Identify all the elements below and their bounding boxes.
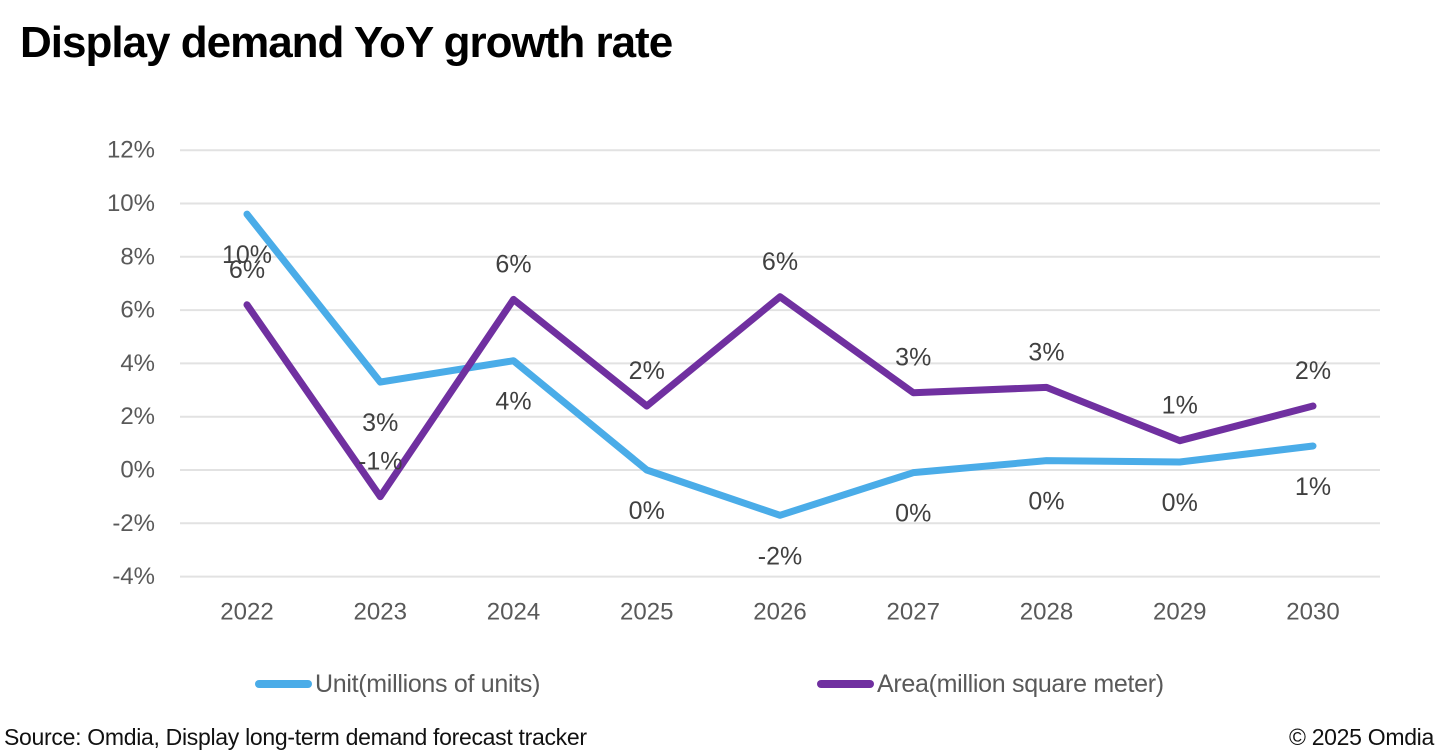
y-axis-tick-label: 6% [120, 297, 155, 324]
chart-legend: Unit(millions of units) Area(million squ… [0, 666, 1440, 702]
y-axis-tick-label: -4% [112, 563, 155, 590]
x-axis-tick-label: 2030 [1286, 599, 1339, 626]
x-axis-tick-label: 2028 [1020, 599, 1073, 626]
unit-data-label: 4% [495, 388, 531, 416]
area-data-label: 6% [762, 248, 798, 276]
area-series-swatch-icon [817, 680, 874, 688]
area-data-label: -1% [358, 448, 402, 476]
x-axis-tick-label: 2024 [487, 599, 540, 626]
x-axis-tick-label: 2027 [887, 599, 940, 626]
area-data-label: 3% [895, 344, 931, 372]
y-axis-tick-label: 0% [120, 457, 155, 484]
area-series-label: Area(million square meter) [877, 669, 1164, 698]
area-data-label: 1% [1162, 392, 1198, 420]
chart-title: Display demand YoY growth rate [20, 18, 673, 67]
area-series-line [243, 293, 1317, 501]
area-data-label: 2% [629, 357, 665, 385]
unit-data-label: 3% [362, 409, 398, 437]
x-axis-tick-label: 2026 [753, 599, 806, 626]
source-note: Source: Omdia, Display long-term demand … [4, 724, 587, 750]
area-data-label: 2% [1295, 357, 1331, 385]
y-axis-tick-label: -2% [112, 510, 155, 537]
y-axis-tick-label: 2% [120, 403, 155, 430]
unit-series-swatch-icon [255, 680, 312, 688]
unit-data-label: -2% [758, 542, 802, 570]
area-data-label: 6% [229, 256, 265, 284]
unit-series-label: Unit(millions of units) [315, 669, 541, 698]
y-axis-tick-label: 8% [120, 243, 155, 270]
x-axis-tick-label: 2022 [220, 599, 273, 626]
x-axis-tick-label: 2025 [620, 599, 673, 626]
unit-data-label: 0% [1028, 488, 1064, 516]
x-axis-tick-label: 2029 [1153, 599, 1206, 626]
unit-data-label: 0% [1162, 489, 1198, 517]
copyright-note: © 2025 Omdia [1288, 724, 1434, 750]
unit-data-label: 0% [629, 497, 665, 525]
area-data-label: 3% [1028, 338, 1064, 366]
unit-data-label: 0% [895, 500, 931, 528]
y-axis-tick-label: 4% [120, 350, 155, 377]
unit-series-line [243, 210, 1317, 519]
area-data-label: 6% [495, 250, 531, 278]
legend-entry-unit: Unit(millions of units) [255, 666, 540, 702]
yoy-growth-line-chart: 12% 10% 8% 6% 4% 2% 0% -2% -4% 2022 2023 2024 2025 20… [107, 137, 1380, 626]
unit-data-label: 1% [1295, 473, 1331, 501]
y-axis-tick-label: 10% [107, 190, 155, 217]
legend-entry-area: Area(million square meter) [817, 666, 1164, 702]
unit-data-label: 10% [222, 241, 272, 269]
footer: Source: Omdia, Display long-term demand … [4, 724, 1434, 751]
x-axis-tick-label: 2023 [354, 599, 407, 626]
y-axis-tick-label: 12% [107, 137, 155, 164]
